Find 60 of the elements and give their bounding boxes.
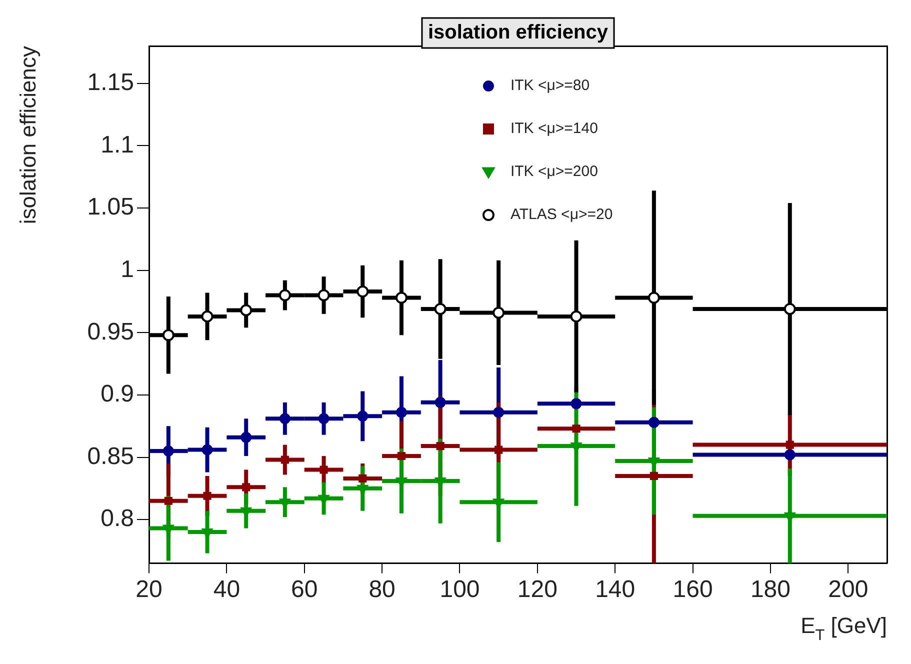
point — [396, 406, 407, 418]
point — [280, 456, 289, 464]
x-tick-label: 160 — [672, 576, 713, 604]
y-tick-label: 1.05 — [87, 194, 134, 221]
x-tick-label: 80 — [368, 576, 396, 604]
point — [242, 483, 250, 492]
point — [201, 310, 214, 322]
point — [650, 472, 658, 480]
point — [162, 446, 174, 457]
point — [436, 442, 444, 450]
x-tick-label: 140 — [595, 576, 636, 604]
point — [492, 306, 505, 319]
legend-label: ATLAS <μ>=20 — [510, 206, 613, 224]
x-tick-label: 120 — [517, 576, 558, 604]
point — [240, 432, 252, 443]
point — [570, 398, 582, 410]
legend-label: ITK <μ>=80 — [510, 77, 590, 94]
point — [784, 302, 796, 315]
point — [786, 440, 794, 449]
point — [648, 416, 660, 428]
y-tick-label: 1.15 — [87, 69, 134, 96]
point — [357, 410, 368, 422]
y-tick-label: 0.85 — [87, 442, 134, 470]
x-tick-label: 20 — [136, 576, 162, 604]
point — [395, 292, 408, 304]
point — [434, 396, 446, 408]
point — [494, 446, 503, 454]
x-tick-label: 100 — [440, 576, 480, 604]
point — [358, 474, 367, 482]
point — [202, 444, 213, 456]
point — [648, 292, 660, 304]
y-axis-title: isolation efficiency — [15, 46, 40, 224]
point — [397, 452, 406, 460]
y-tick-label: 0.95 — [87, 318, 134, 346]
x-tick-label: 180 — [750, 576, 790, 604]
point — [318, 289, 330, 302]
point — [164, 496, 172, 505]
legend-label: ITK <μ>=140 — [510, 120, 598, 138]
x-tick-label: 40 — [213, 576, 240, 604]
point — [572, 424, 580, 433]
point — [203, 492, 212, 500]
y-tick-label: 1 — [120, 256, 134, 283]
point — [356, 286, 369, 298]
point — [278, 289, 291, 302]
x-tick-label: 200 — [828, 576, 868, 604]
point — [570, 310, 582, 322]
x-tick-label: 60 — [291, 576, 318, 604]
point — [320, 466, 328, 474]
y-tick-label: 0.9 — [100, 380, 134, 408]
legend-label: ITK <μ>=200 — [510, 163, 598, 180]
point — [434, 302, 446, 315]
point — [279, 413, 290, 424]
point — [493, 406, 504, 418]
point — [240, 304, 252, 316]
y-tick-label: 1.1 — [100, 131, 134, 158]
chart-title: isolation efficiency — [428, 22, 609, 44]
point — [784, 449, 796, 460]
point — [318, 413, 330, 424]
y-tick-label: 0.8 — [100, 505, 134, 532]
point — [162, 329, 174, 342]
